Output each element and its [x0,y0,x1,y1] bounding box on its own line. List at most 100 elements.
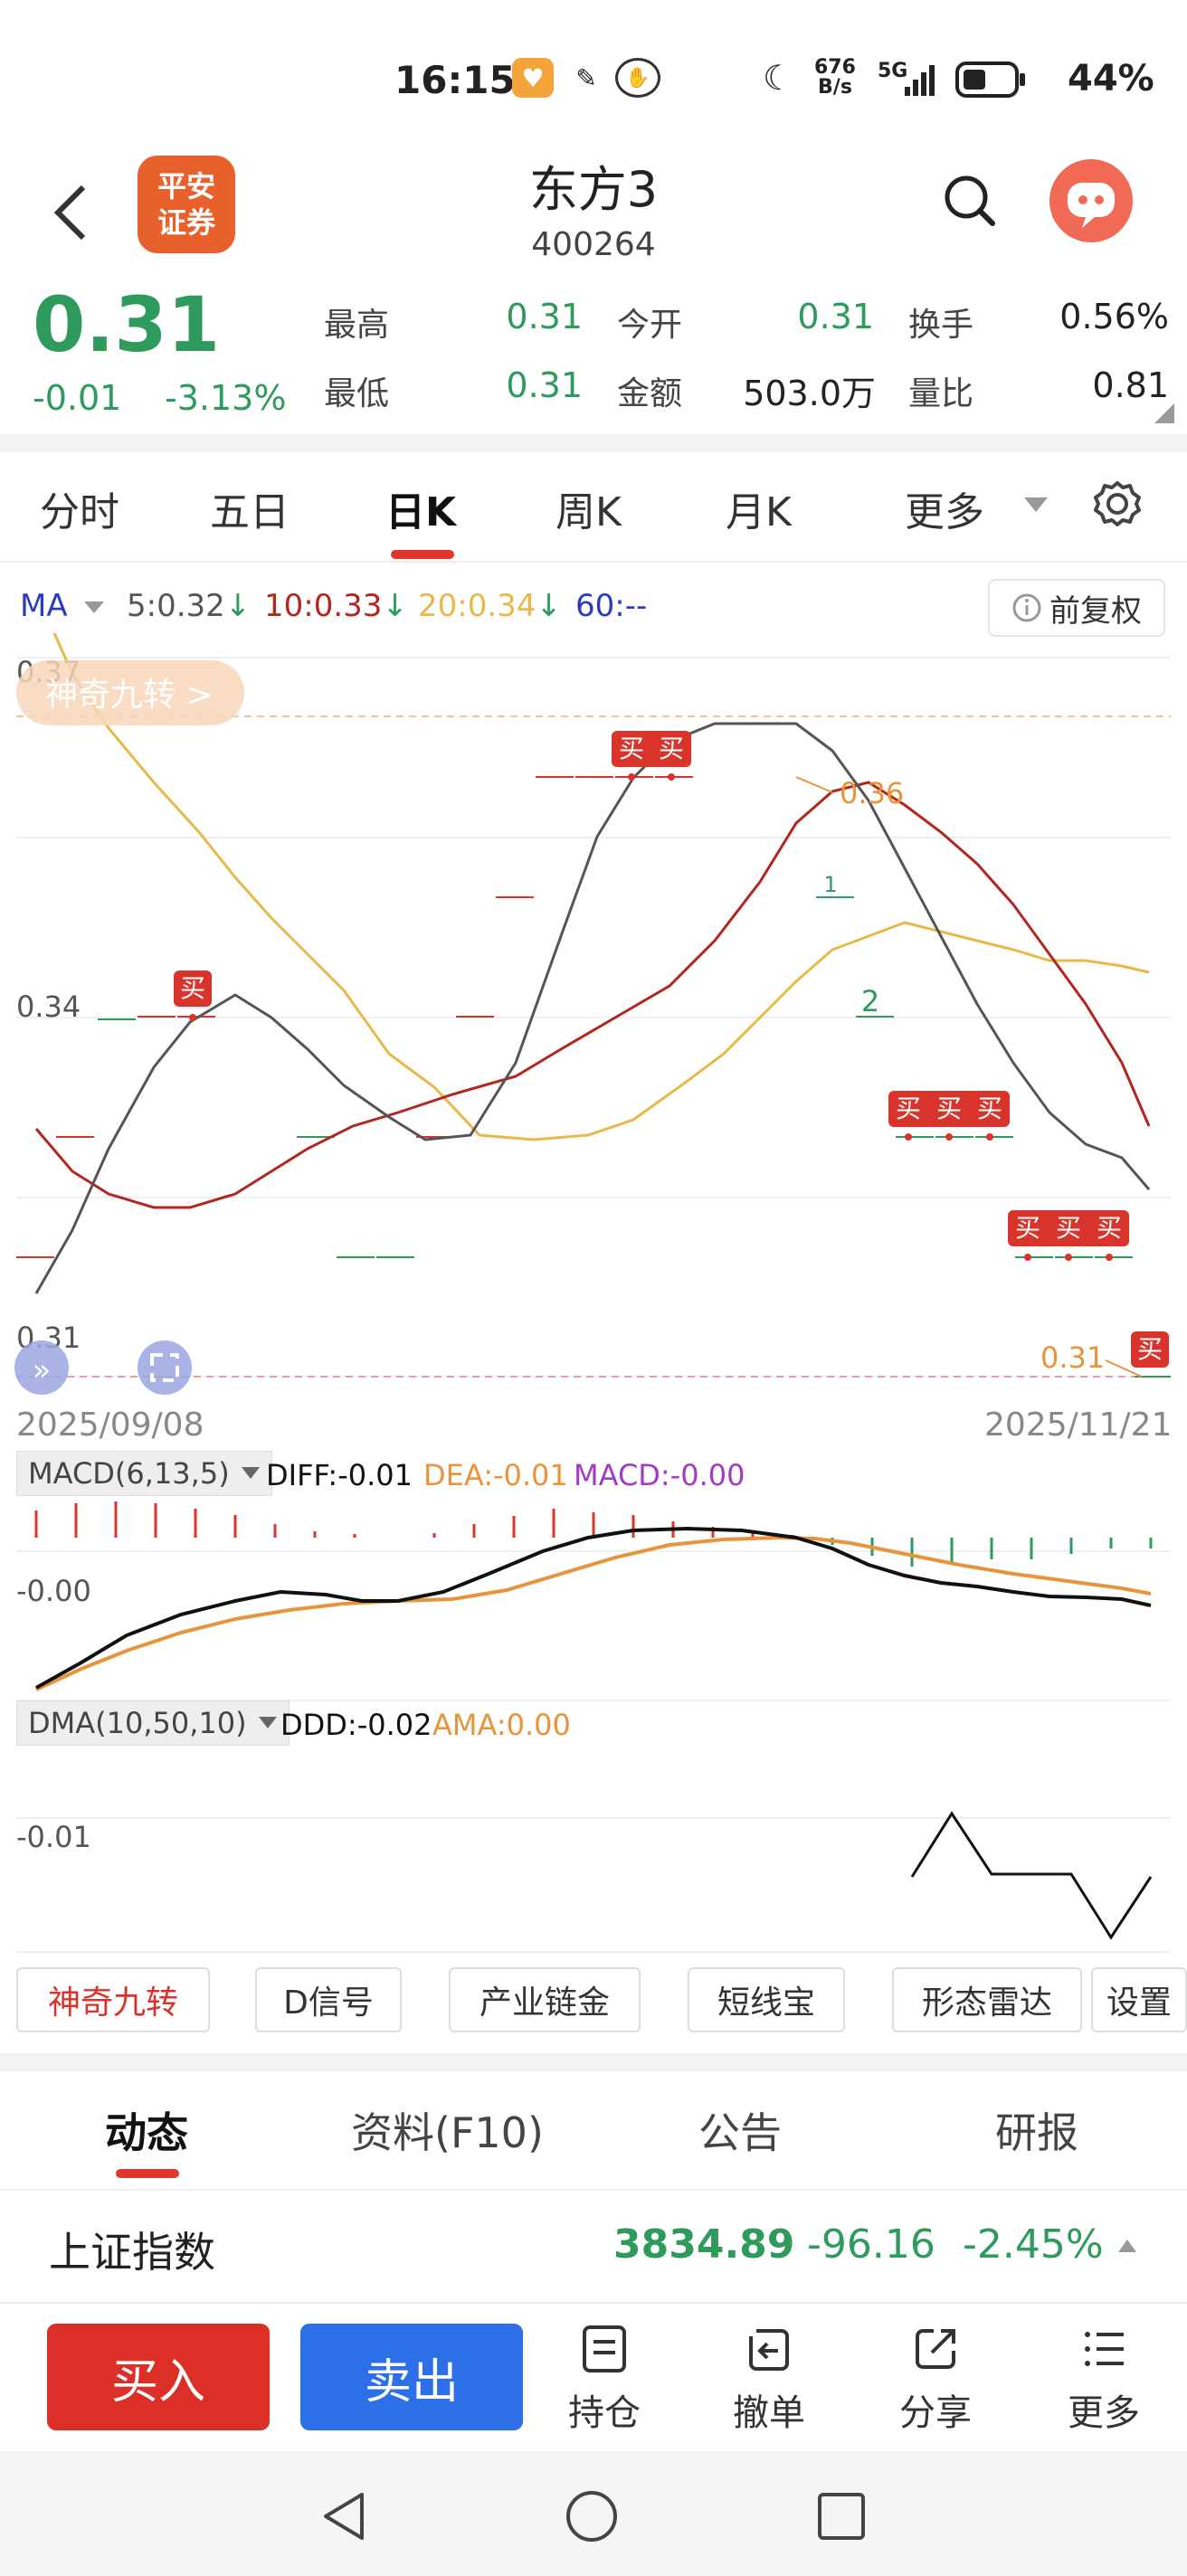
index-change: -96.16 [807,2221,935,2268]
buy-markers: 买 买买 买买买 买买买 买 [174,731,1169,1368]
document-icon [583,2325,626,2372]
search-icon [945,175,995,226]
quote-panel: 0.31 -0.01 -3.13% 最高 0.31 今开 0.31 换手 0.5… [0,280,1187,434]
active-tab-indicator [116,2169,179,2178]
nav-back-icon[interactable] [318,2489,369,2543]
chat-robot-icon [1068,183,1115,228]
buy-marker: 买 [174,971,212,1021]
undo-icon [749,2329,789,2371]
tool-d-signal[interactable]: D信号 [255,1967,402,2032]
tab-announcements[interactable]: 公告 [698,2108,782,2157]
gear-icon[interactable] [1093,479,1142,528]
adjust-mode-button[interactable]: 前复权 [988,579,1165,637]
caret-down-icon [241,1467,260,1479]
tab-monthly-k[interactable]: 月K [726,489,792,535]
dma-ddd-line [910,1811,1153,1940]
nav-home-icon[interactable] [565,2489,619,2543]
dma-ddd-value: DDD:-0.02 [280,1708,432,1742]
tab-daily-k[interactable]: 日K [385,489,457,535]
tab-weekly-k[interactable]: 周K [556,489,622,535]
search-button[interactable] [943,174,997,228]
back-button[interactable] [45,176,100,249]
turnover-label: 换手 [908,307,974,344]
candles [16,776,1171,1378]
macd-dea-value: DEA:-0.01 [423,1458,568,1492]
low-value: 0.31 [506,365,583,405]
macd-dea-line [35,1535,1152,1691]
holdings-button[interactable]: 持仓 [550,2324,659,2436]
amount-label: 金额 [617,375,683,412]
index-value: 3834.89 [613,2221,795,2268]
tab-five-day[interactable]: 五日 [210,489,290,535]
nine-turn-pill[interactable]: 神奇九转 > [16,660,244,725]
open-value: 0.31 [797,297,874,336]
hand-icon: ✋ [615,58,660,98]
tab-f10[interactable]: 资料(F10) [351,2108,544,2157]
nav-recents-icon[interactable] [816,2491,867,2542]
dma-ama-value: AMA:0.00 [432,1708,571,1742]
divider [0,434,1187,452]
tab-news[interactable]: 动态 [105,2108,188,2157]
count-label: 2 [861,984,879,1018]
feather-icon: ✎ [575,62,597,93]
count-label: 1 [823,872,837,897]
expand-left-button[interactable]: » [14,1340,69,1395]
dma-pane [16,1811,1171,1953]
tool-pattern-radar[interactable]: 形态雷达 [892,1967,1082,2032]
open-label: 今开 [617,307,683,344]
share-icon [916,2329,955,2369]
share-button[interactable]: 分享 [881,2324,990,2436]
macd-hist-value: MACD:-0.00 [574,1458,745,1492]
stock-name: 东方3 [528,161,659,218]
svg-text:神奇九转 >: 神奇九转 > [45,677,214,714]
amount-value: 503.0万 [743,374,876,413]
svg-text:买: 买 [659,734,684,763]
battery-icon [955,62,1025,98]
index-ticker[interactable]: 上证指数 3834.89 -96.16 -2.45% [0,2191,1187,2297]
macd-axis-label: -0.00 [16,1574,91,1608]
ma-label[interactable]: MA [20,588,68,624]
ma-caret-down-icon[interactable] [83,601,105,615]
expand-corner-icon[interactable] [1154,403,1174,423]
sell-button[interactable]: 卖出 [300,2324,523,2430]
caret-down-icon[interactable] [1022,496,1049,514]
fullscreen-button[interactable] [138,1340,192,1395]
cancel-order-button[interactable]: 撤单 [715,2324,823,2436]
peak-price-label: 0.36 [840,776,904,810]
period-tabs: 分时 五日 日K 周K 月K 更多 [0,452,1187,563]
y-label-mid: 0.34 [16,990,81,1024]
chevron-left-icon [53,185,86,241]
caret-down-icon [258,1717,277,1728]
svg-text:买: 买 [1056,1213,1081,1243]
info-tabs: 动态 资料(F10) 公告 研报 [0,2071,1187,2191]
tab-more[interactable]: 更多 [905,489,984,535]
high-label: 最高 [324,307,390,344]
fullscreen-icon [150,1353,179,1382]
low-label: 最低 [324,375,390,412]
signal-label: 5G [878,60,908,82]
tab-intraday[interactable]: 分时 [40,489,119,535]
volume-ratio-label: 量比 [908,375,974,412]
more-button[interactable]: 更多 [1049,2324,1158,2436]
start-date: 2025/09/08 [16,1406,204,1444]
divider [0,2053,1187,2071]
kline-chart[interactable]: 买 买买 买买买 买买买 买 1 2 0.37 0.34 0.31 0.36 0… [0,633,1187,1963]
caret-up-icon[interactable] [1116,2238,1138,2254]
buy-marker: 买买买 [1008,1210,1129,1261]
macd-selector[interactable]: MACD(6,13,5) [16,1451,272,1496]
tool-nine-turn[interactable]: 神奇九转 [16,1967,210,2032]
peak-label-leader [795,776,833,793]
dma-selector[interactable]: DMA(10,50,10) [16,1700,290,1746]
tab-research[interactable]: 研报 [995,2108,1078,2157]
tool-settings[interactable]: 设置 [1091,1967,1187,2032]
signal-icon [905,65,935,96]
tool-short-term[interactable]: 短线宝 [688,1967,845,2032]
buy-button[interactable]: 买入 [47,2324,270,2430]
menu-icon [1085,2332,1124,2366]
high-value: 0.31 [506,297,583,336]
moon-icon: ☾ [762,58,794,98]
tool-industry-chain[interactable]: 产业链金 [449,1967,641,2032]
system-nav-bar [0,2451,1187,2576]
assistant-avatar[interactable] [1049,159,1133,242]
svg-text:买: 买 [1097,1213,1122,1243]
